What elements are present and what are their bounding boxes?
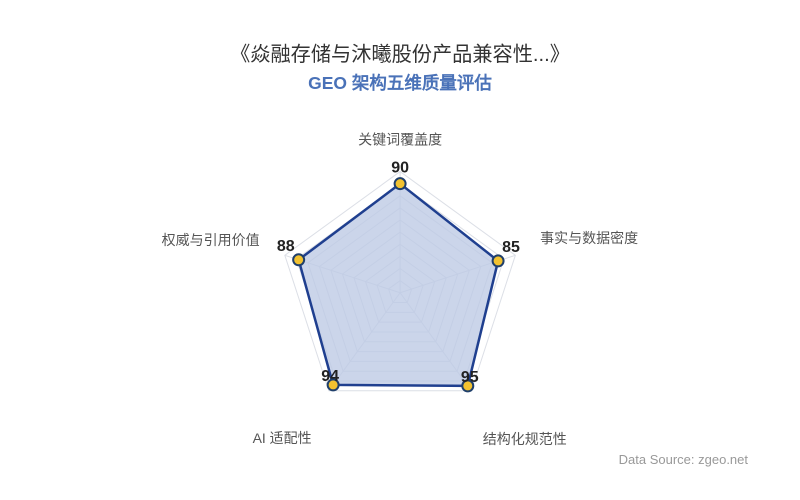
svg-text:结构化规范性: 结构化规范性 — [483, 431, 567, 447]
svg-text:88: 88 — [277, 238, 295, 255]
svg-text:事实与数据密度: 事实与数据密度 — [540, 230, 638, 246]
svg-text:AI 适配性: AI 适配性 — [253, 430, 312, 446]
svg-text:94: 94 — [321, 368, 339, 385]
svg-text:关键词覆盖度: 关键词覆盖度 — [358, 132, 442, 148]
svg-text:85: 85 — [502, 239, 520, 256]
svg-text:90: 90 — [391, 160, 409, 177]
svg-text:95: 95 — [461, 369, 479, 386]
svg-text:权威与引用价值: 权威与引用价值 — [162, 232, 260, 248]
